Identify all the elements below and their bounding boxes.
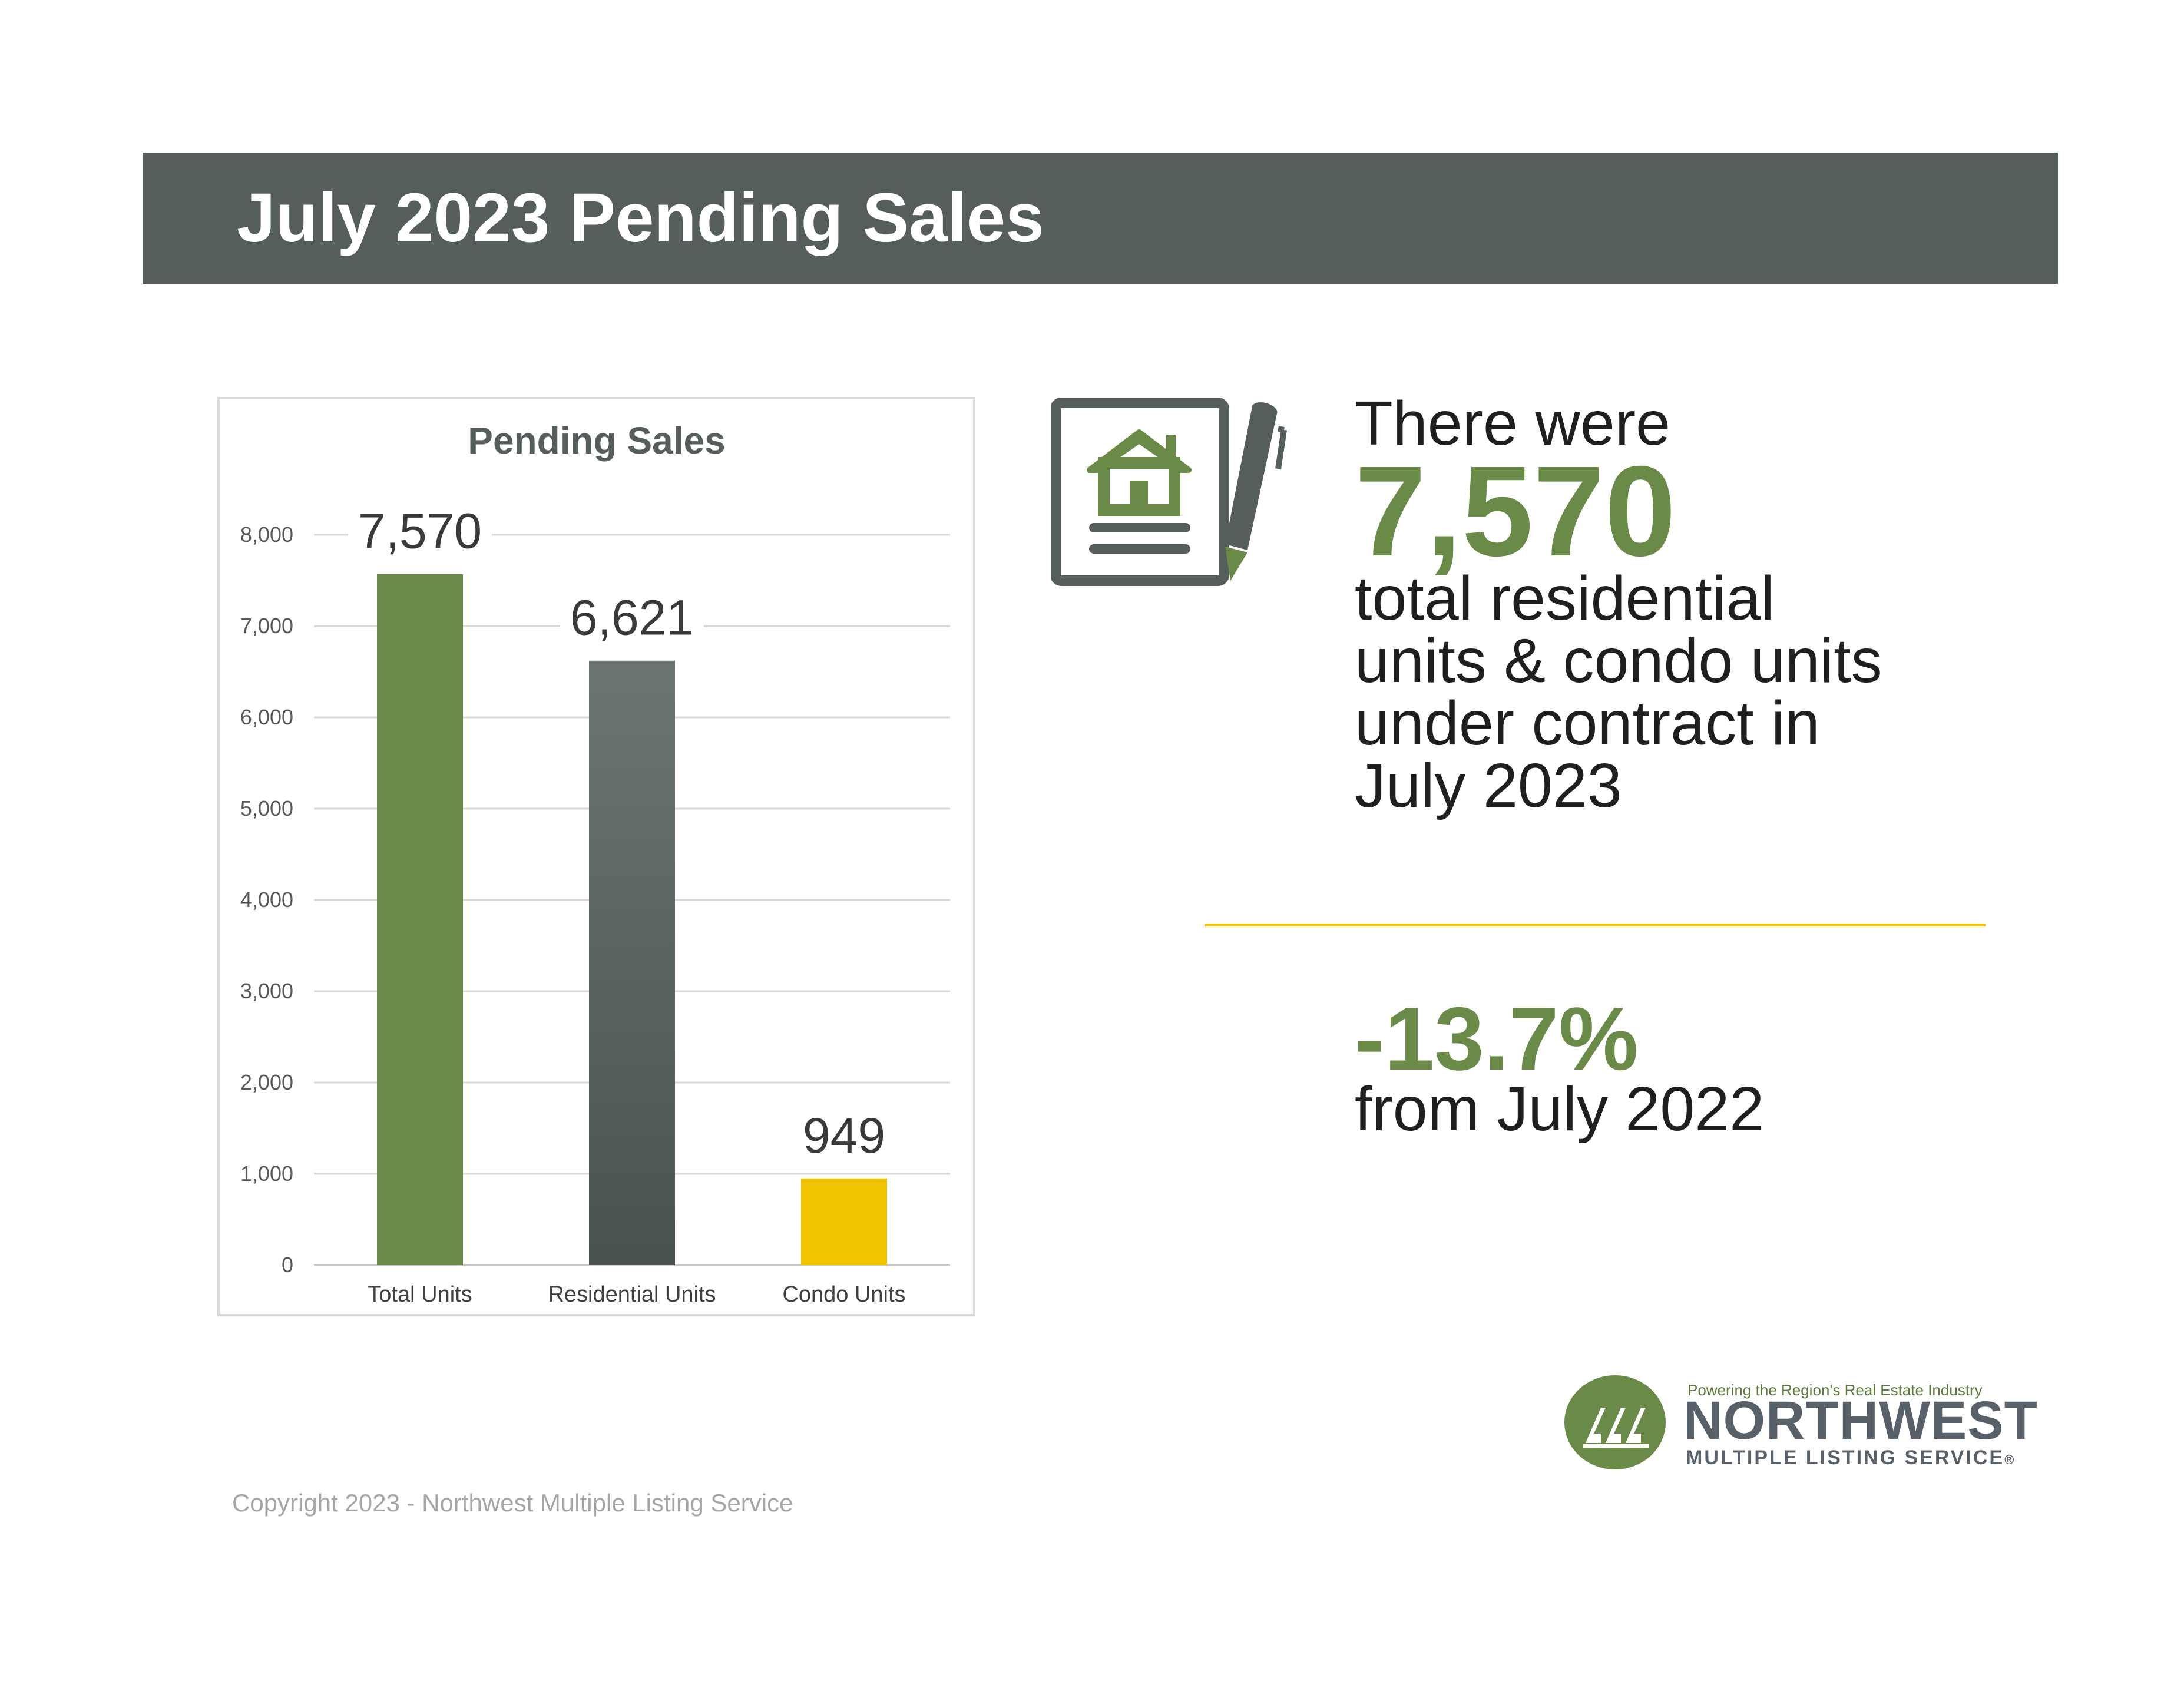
stat-description-line: under contract in bbox=[1355, 689, 1820, 758]
bar-residential-units bbox=[589, 660, 675, 1265]
data-label: 6,621 bbox=[570, 590, 694, 646]
logo-subname-text: MULTIPLE LISTING SERVICE bbox=[1686, 1447, 2005, 1469]
stat-intro: There were bbox=[1355, 389, 1671, 458]
logo-name: NORTHWEST bbox=[1683, 1391, 2038, 1451]
chart-title: Pending Sales bbox=[468, 419, 725, 462]
y-tick-label: 4,000 bbox=[240, 888, 293, 912]
x-tick-label: Condo Units bbox=[782, 1282, 905, 1307]
house-document-icon bbox=[1051, 398, 1287, 586]
data-labels: 7,570 6,621 949 bbox=[348, 504, 890, 1163]
data-label-backdrop bbox=[560, 593, 704, 644]
stat-change: -13.7% bbox=[1355, 989, 1639, 1089]
logo-mark-icon bbox=[1564, 1375, 1666, 1469]
copyright-text: Copyright 2023 - Northwest Multiple List… bbox=[232, 1489, 793, 1517]
y-tick-label: 5,000 bbox=[240, 796, 293, 820]
y-tick-label: 7,000 bbox=[240, 614, 293, 638]
x-tick-label: Total Units bbox=[368, 1282, 472, 1307]
stat-description-line: total residential bbox=[1355, 564, 1775, 633]
data-label-backdrop bbox=[348, 507, 492, 558]
logo-tagline: Powering the Region's Real Estate Indust… bbox=[1687, 1381, 1983, 1399]
y-tick-label: 0 bbox=[282, 1253, 293, 1277]
header-banner: July 2023 Pending Sales bbox=[143, 153, 2058, 284]
logo-subname: MULTIPLE LISTING SERVICE® bbox=[1686, 1447, 2016, 1469]
bar-total-units bbox=[377, 574, 463, 1265]
pending-sales-chart: Pending Sales 0 1,000 2,000 3,000 4,000 5,000… bbox=[217, 397, 975, 1316]
data-label-backdrop bbox=[798, 1111, 890, 1162]
y-tick-label: 8,000 bbox=[240, 522, 293, 547]
chart-svg: Pending Sales 0 1,000 2,000 3,000 4,000 5,000… bbox=[240, 419, 950, 1307]
y-tick-label: 3,000 bbox=[240, 979, 293, 1003]
y-tick-label: 6,000 bbox=[240, 705, 293, 729]
x-tick-label: Residential Units bbox=[548, 1282, 716, 1307]
stat-change-from: from July 2022 bbox=[1355, 1074, 1765, 1144]
stat-description-line: units & condo units bbox=[1355, 626, 1882, 696]
bar-condo-units bbox=[801, 1178, 887, 1265]
y-tick-label: 1,000 bbox=[240, 1161, 293, 1186]
pen-icon bbox=[1225, 402, 1287, 581]
y-tick-label: 2,000 bbox=[240, 1070, 293, 1094]
logo-registered-mark: ® bbox=[2004, 1452, 2016, 1467]
stat-description-line: July 2023 bbox=[1355, 751, 1622, 820]
data-label: 7,570 bbox=[358, 504, 482, 559]
page-title: July 2023 Pending Sales bbox=[237, 179, 1044, 257]
stat-description: total residential units & condo units un… bbox=[1355, 567, 1882, 817]
divider-line bbox=[1205, 924, 1986, 926]
data-label: 949 bbox=[803, 1108, 885, 1163]
stat-total: 7,570 bbox=[1355, 440, 1676, 583]
x-axis-ticks: Total Units Residential Units Condo Units bbox=[368, 1282, 905, 1307]
y-axis-ticks: 0 1,000 2,000 3,000 4,000 5,000 6,000 7,000 8,00… bbox=[240, 522, 293, 1277]
chart-bars bbox=[377, 574, 887, 1265]
